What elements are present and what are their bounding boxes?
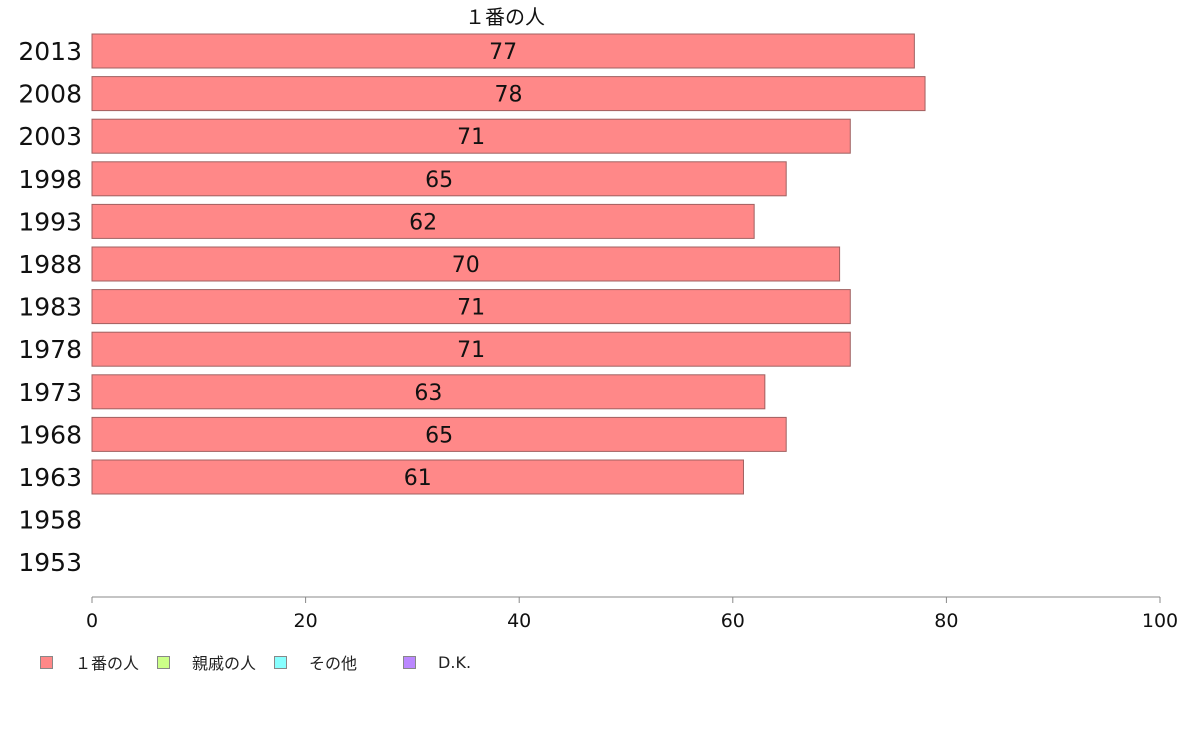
bar-2003 [91, 118, 851, 154]
y-tick-label-1968: 1968 [18, 420, 82, 449]
bar-1998 [91, 161, 787, 197]
legend-swatch-2 [157, 655, 171, 669]
legend-item-1: １番の人 [40, 650, 139, 674]
bar-2008 [91, 76, 926, 112]
bar-1993 [91, 203, 755, 239]
y-tick-label-1963: 1963 [18, 463, 82, 492]
legend-label-2: 親戚の人 [192, 654, 257, 673]
bar-2013 [91, 33, 915, 69]
x-tick-label-80: 80 [934, 610, 958, 632]
chart-title: １番の人 [465, 5, 545, 29]
bar-value-label-1968: 65 [425, 423, 453, 448]
bar-value-label-1998: 65 [425, 168, 453, 193]
y-tick-label-1978: 1978 [18, 335, 82, 364]
bar-1968 [91, 416, 787, 452]
legend-item-3: その他 [274, 650, 357, 674]
y-tick-label-2013: 2013 [18, 37, 82, 66]
bar-1978 [91, 331, 851, 367]
y-tick-label-1958: 1958 [18, 506, 82, 535]
bar-1973 [91, 374, 766, 410]
y-tick-label-1983: 1983 [18, 293, 82, 322]
y-axis-labels: 2013 2008 2003 1998 1993 1988 1983 1978 1973 1968… [18, 37, 82, 577]
legend-swatch-4 [403, 655, 417, 669]
bar-value-label-1963: 61 [404, 466, 432, 491]
bar-1983 [91, 289, 851, 325]
bar-value-label-1983: 71 [457, 296, 485, 321]
bar-value-label-1988: 70 [452, 253, 480, 278]
bar-1963 [91, 459, 744, 495]
x-tick-label-100: 100 [1142, 610, 1178, 632]
y-tick-label-1993: 1993 [18, 207, 82, 236]
bar-value-label-2003: 71 [457, 125, 485, 150]
x-axis: 0 20 40 60 80 100 [86, 596, 1178, 632]
y-tick-label-2003: 2003 [18, 122, 82, 151]
y-tick-label-1988: 1988 [18, 250, 82, 279]
x-tick-label-20: 20 [294, 610, 318, 632]
bar-value-label-1978: 71 [457, 338, 485, 363]
legend-label-4: D.K. [438, 652, 472, 672]
legend-item-4: D.K. [403, 653, 471, 672]
y-tick-label-2008: 2008 [18, 80, 82, 109]
y-tick-label-1973: 1973 [18, 378, 82, 407]
legend-label-1: １番の人 [75, 654, 140, 673]
x-tick-label-40: 40 [507, 610, 531, 632]
legend-swatch-3 [274, 655, 288, 669]
bar-value-label-1973: 63 [414, 381, 442, 406]
x-tick-label-0: 0 [86, 610, 98, 632]
bar-value-label-2013: 77 [489, 40, 517, 65]
legend-item-2: 親戚の人 [157, 650, 256, 674]
bar-1988 [91, 246, 841, 282]
y-tick-label-1998: 1998 [18, 165, 82, 194]
legend: １番の人 親戚の人 その他 D.K. [40, 650, 489, 674]
legend-label-3: その他 [309, 654, 358, 673]
y-tick-label-1953: 1953 [18, 548, 82, 577]
legend-swatch-1 [40, 655, 53, 669]
x-tick-label-60: 60 [721, 610, 745, 632]
bar-value-label-2008: 78 [495, 83, 523, 108]
bar-value-label-1993: 62 [409, 210, 437, 235]
